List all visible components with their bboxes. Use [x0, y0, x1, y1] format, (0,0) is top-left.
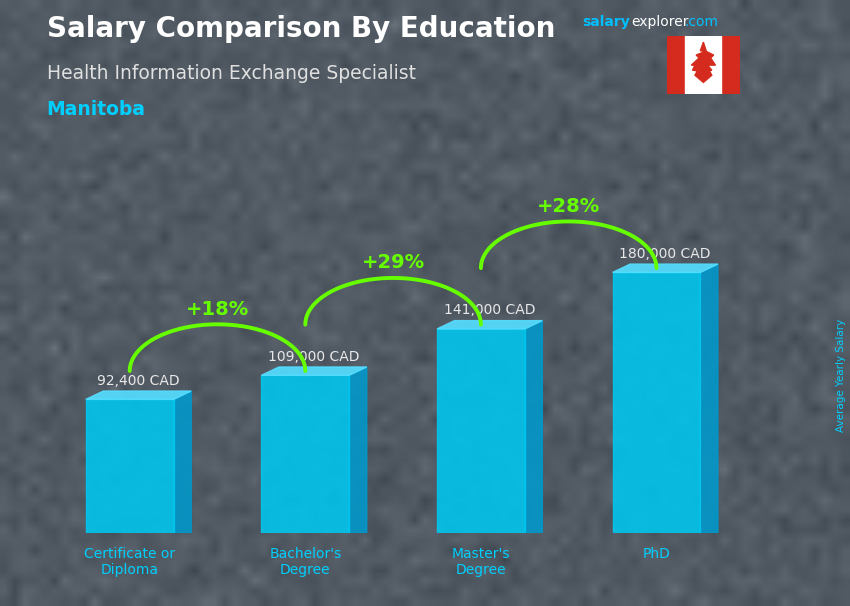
Text: Manitoba: Manitoba [47, 100, 145, 119]
Text: 109,000 CAD: 109,000 CAD [269, 350, 360, 364]
Polygon shape [613, 264, 718, 273]
Text: Salary Comparison By Education: Salary Comparison By Education [47, 15, 555, 43]
Polygon shape [437, 321, 542, 329]
Polygon shape [700, 264, 718, 533]
Text: Average Yearly Salary: Average Yearly Salary [836, 319, 846, 432]
Polygon shape [691, 42, 716, 82]
Text: +29%: +29% [361, 253, 425, 272]
Polygon shape [349, 367, 366, 533]
Text: +18%: +18% [186, 299, 249, 319]
Bar [613, 273, 700, 533]
Polygon shape [262, 367, 366, 375]
Text: 92,400 CAD: 92,400 CAD [97, 374, 180, 388]
Text: Health Information Exchange Specialist: Health Information Exchange Specialist [47, 64, 416, 82]
Text: explorer: explorer [632, 15, 689, 29]
Bar [685, 36, 722, 94]
Bar [437, 329, 524, 533]
Text: +28%: +28% [537, 196, 600, 216]
Text: 180,000 CAD: 180,000 CAD [620, 247, 711, 261]
Bar [722, 36, 740, 94]
Polygon shape [86, 391, 191, 399]
Bar [667, 36, 685, 94]
Text: salary: salary [582, 15, 630, 29]
Polygon shape [524, 321, 542, 533]
Polygon shape [173, 391, 191, 533]
Bar [86, 399, 173, 533]
Bar [262, 375, 349, 533]
Text: 141,000 CAD: 141,000 CAD [444, 304, 536, 318]
Text: .com: .com [684, 15, 718, 29]
